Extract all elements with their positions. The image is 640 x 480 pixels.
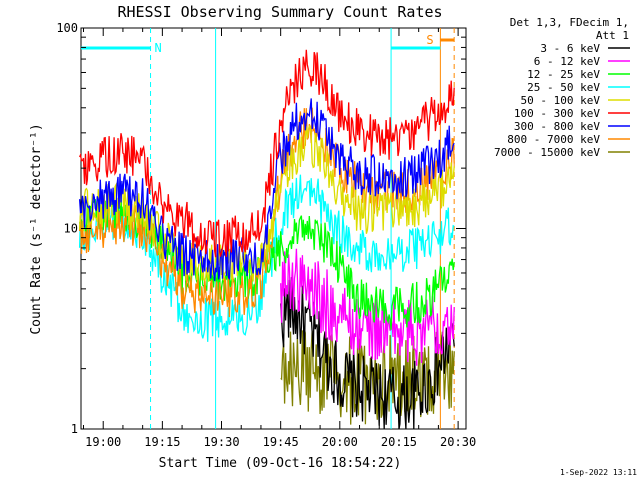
- annotation-label: S: [426, 33, 433, 47]
- legend-entry-label: 3 - 6 keV: [540, 42, 600, 55]
- x-tick-label: 19:15: [144, 435, 180, 449]
- legend-header-2: Att 1: [596, 29, 629, 42]
- x-tick-label: 19:45: [263, 435, 299, 449]
- annotations-group: NS: [81, 33, 455, 55]
- y-tick-label: 100: [56, 21, 78, 35]
- legend-entry-label: 800 - 7000 keV: [507, 133, 600, 146]
- series-line: [78, 98, 455, 282]
- series-line: [78, 125, 455, 282]
- legend-entry-label: 100 - 300 keV: [514, 107, 600, 120]
- legend-entry-label: 300 - 800 keV: [514, 120, 600, 133]
- y-tick-label: 1: [71, 422, 78, 436]
- legend-entry-label: 12 - 25 keV: [527, 68, 600, 81]
- series-line: [280, 248, 455, 366]
- annotation-label: N: [155, 41, 162, 55]
- x-tick-label: 19:30: [203, 435, 239, 449]
- footer-timestamp: 1-Sep-2022 13:11: [560, 468, 637, 477]
- legend-entry-label: 7000 - 15000 keV: [494, 146, 600, 159]
- x-tick-label: 20:30: [440, 435, 476, 449]
- x-axis-ticks: 19:00 19:15 19:30 19:45 20:00 20:15 20:30: [82, 28, 476, 449]
- series-line: [79, 49, 455, 258]
- legend-entry-label: 6 - 12 keV: [534, 55, 601, 68]
- series-group: [78, 49, 455, 430]
- y-tick-label: 10: [64, 222, 78, 236]
- x-tick-label: 19:00: [85, 435, 121, 449]
- legend-entry-label: 25 - 50 keV: [527, 81, 600, 94]
- x-axis-label: Start Time (09-Oct-16 18:54:22): [159, 456, 402, 471]
- chart-title: RHESSI Observing Summary Count Rates: [117, 3, 442, 21]
- y-axis-ticks: 1 10 100: [56, 21, 466, 436]
- series-line: [280, 328, 455, 425]
- legend-header-1: Det 1,3, FDecim 1,: [510, 16, 629, 29]
- x-tick-label: 20:00: [322, 435, 358, 449]
- x-tick-label: 20:15: [381, 435, 417, 449]
- legend-entry-label: 50 - 100 keV: [521, 94, 601, 107]
- y-axis-label: Count Rate (s⁻¹ detector⁻¹): [29, 123, 44, 334]
